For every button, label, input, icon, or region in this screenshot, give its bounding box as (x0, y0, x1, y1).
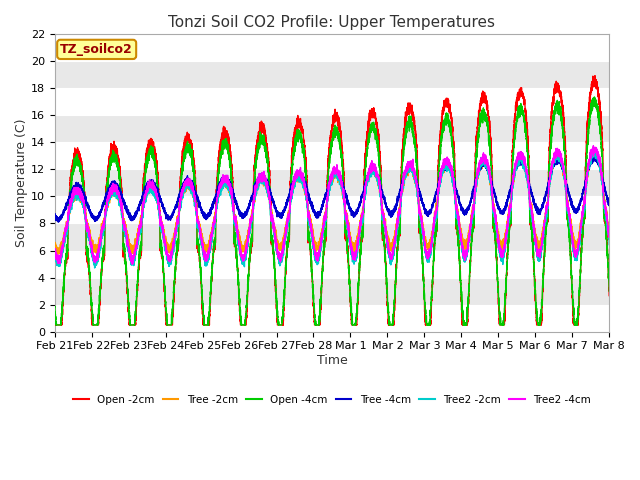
Open -4cm (52, 322, 60, 328)
Open -2cm (232, 255, 240, 261)
Line: Tree2 -4cm: Tree2 -4cm (55, 142, 640, 264)
Tree2 -2cm (316, 250, 324, 255)
Open -4cm (495, 300, 503, 306)
Bar (55, 196, 609, 224)
Tree -2cm (204, 246, 212, 252)
Open -2cm (628, 68, 636, 74)
Open -4cm (51, 304, 59, 310)
Line: Tree -4cm: Tree -4cm (55, 154, 640, 222)
Tree2 -4cm (232, 223, 240, 228)
Open -2cm (566, 253, 574, 259)
Tree2 -2cm (232, 224, 240, 230)
Tree -2cm (628, 143, 636, 148)
Tree -4cm (51, 214, 59, 219)
Bar (55, 142, 609, 169)
Open -2cm (51, 317, 59, 323)
Tree -4cm (495, 205, 503, 211)
Line: Open -4cm: Open -4cm (55, 91, 640, 325)
X-axis label: Time: Time (317, 354, 348, 367)
Tree -2cm (316, 239, 324, 244)
Tree -2cm (566, 216, 574, 221)
Legend: Open -2cm, Tree -2cm, Open -4cm, Tree -4cm, Tree2 -2cm, Tree2 -4cm: Open -2cm, Tree -2cm, Open -4cm, Tree -4… (69, 391, 595, 409)
Tree2 -2cm (72, 190, 79, 195)
Tree -2cm (54, 252, 61, 257)
Tree2 -4cm (627, 139, 635, 145)
Title: Tonzi Soil CO2 Profile: Upper Temperatures: Tonzi Soil CO2 Profile: Upper Temperatur… (168, 15, 495, 30)
Open -2cm (495, 306, 503, 312)
Open -2cm (51, 322, 59, 328)
Open -2cm (204, 322, 212, 328)
Tree -4cm (54, 219, 62, 225)
Open -4cm (316, 304, 324, 310)
Tree2 -4cm (129, 261, 136, 267)
Y-axis label: Soil Temperature (C): Soil Temperature (C) (15, 119, 28, 247)
Line: Tree -2cm: Tree -2cm (55, 145, 640, 254)
Tree -4cm (316, 210, 324, 216)
Tree2 -4cm (316, 248, 324, 254)
Tree -4cm (566, 197, 574, 203)
Tree2 -2cm (495, 244, 503, 250)
Tree2 -4cm (204, 251, 212, 256)
Open -4cm (628, 88, 636, 94)
Tree -4cm (72, 182, 79, 188)
Tree -2cm (72, 193, 79, 199)
Open -2cm (72, 155, 79, 160)
Open -4cm (72, 159, 79, 165)
Open -4cm (232, 252, 240, 258)
Tree -4cm (232, 202, 240, 207)
Tree2 -4cm (72, 187, 79, 192)
Bar (55, 305, 609, 332)
Tree2 -2cm (566, 226, 574, 231)
Tree2 -4cm (51, 249, 59, 254)
Bar (55, 34, 609, 61)
Open -4cm (204, 322, 212, 328)
Tree -4cm (628, 151, 636, 157)
Tree -2cm (232, 219, 240, 225)
Tree2 -4cm (495, 240, 503, 245)
Bar (55, 251, 609, 277)
Tree -2cm (51, 245, 59, 251)
Tree -4cm (204, 212, 212, 217)
Tree -2cm (495, 232, 503, 238)
Tree2 -2cm (204, 256, 212, 262)
Open -4cm (566, 251, 574, 257)
Tree2 -2cm (91, 265, 99, 271)
Tree2 -2cm (629, 144, 637, 149)
Tree2 -4cm (566, 224, 574, 230)
Open -2cm (316, 320, 324, 326)
Tree2 -2cm (51, 250, 59, 255)
Line: Open -2cm: Open -2cm (55, 71, 640, 325)
Bar (55, 88, 609, 115)
Text: TZ_soilco2: TZ_soilco2 (60, 43, 133, 56)
Line: Tree2 -2cm: Tree2 -2cm (55, 146, 640, 268)
